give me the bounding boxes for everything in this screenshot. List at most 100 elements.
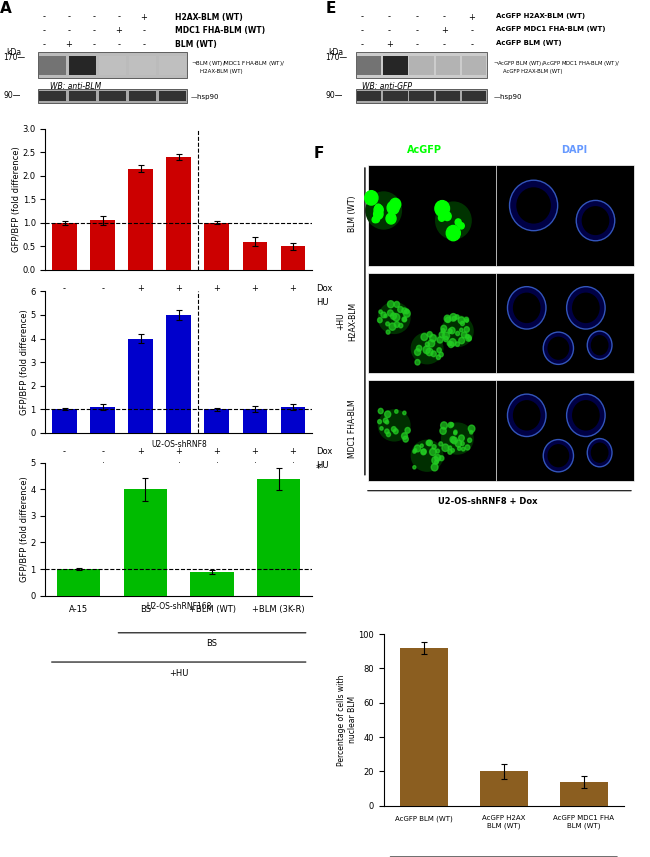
Text: +: + xyxy=(289,298,296,308)
Ellipse shape xyxy=(441,423,474,455)
Circle shape xyxy=(469,425,475,432)
Text: $\neg$AcGFP BLM (WT)/AcGFP MDC1 FHA-BLM (WT)/: $\neg$AcGFP BLM (WT)/AcGFP MDC1 FHA-BLM … xyxy=(493,59,620,69)
Bar xyxy=(99,92,126,101)
Circle shape xyxy=(448,342,454,348)
Text: -: - xyxy=(63,447,66,456)
Text: +: + xyxy=(386,40,393,49)
Text: -: - xyxy=(142,40,146,49)
Bar xyxy=(242,410,267,433)
Circle shape xyxy=(448,329,452,333)
Text: +: + xyxy=(176,284,182,293)
Text: +: + xyxy=(252,298,258,308)
Circle shape xyxy=(454,430,457,434)
Text: WB: anti-GFP: WB: anti-GFP xyxy=(362,82,412,92)
Ellipse shape xyxy=(543,440,573,472)
Text: 90—: 90— xyxy=(326,91,343,99)
Text: -: - xyxy=(92,40,96,49)
Bar xyxy=(462,56,486,75)
Text: +: + xyxy=(137,447,144,456)
Text: +HU: +HU xyxy=(169,668,188,678)
Ellipse shape xyxy=(547,337,569,360)
Text: -: - xyxy=(415,13,419,21)
Bar xyxy=(166,157,191,270)
Text: AcGFP H2AX-BLM (WT): AcGFP H2AX-BLM (WT) xyxy=(497,13,586,19)
Text: –: – xyxy=(214,313,219,321)
Text: +: + xyxy=(99,461,106,470)
Circle shape xyxy=(387,301,394,308)
Circle shape xyxy=(414,445,421,452)
Text: BLM (WT): BLM (WT) xyxy=(175,40,216,49)
Bar xyxy=(129,92,156,101)
Ellipse shape xyxy=(591,335,608,356)
Bar xyxy=(69,56,96,75)
Circle shape xyxy=(417,345,422,351)
Circle shape xyxy=(387,201,399,214)
Circle shape xyxy=(435,460,438,464)
Circle shape xyxy=(404,310,410,317)
Circle shape xyxy=(421,449,426,454)
Bar xyxy=(90,220,115,270)
Circle shape xyxy=(439,442,443,446)
Text: MDC1 FHA-
BLM (WT): MDC1 FHA- BLM (WT) xyxy=(286,472,300,512)
Text: +: + xyxy=(289,461,296,470)
Circle shape xyxy=(395,410,398,413)
Bar xyxy=(124,489,167,596)
Circle shape xyxy=(375,204,382,211)
Text: H2AX-
BLM (WT): H2AX- BLM (WT) xyxy=(248,472,262,506)
Bar xyxy=(39,92,66,101)
Text: -: - xyxy=(388,27,391,35)
Circle shape xyxy=(467,438,472,442)
Text: +: + xyxy=(252,284,258,293)
Circle shape xyxy=(386,213,396,224)
Circle shape xyxy=(402,308,407,314)
Circle shape xyxy=(403,318,406,321)
Circle shape xyxy=(454,431,457,434)
Text: -: - xyxy=(68,13,70,21)
Circle shape xyxy=(449,339,456,346)
Circle shape xyxy=(428,339,435,347)
Bar xyxy=(281,407,306,433)
Circle shape xyxy=(430,448,436,456)
Text: -: - xyxy=(117,13,120,21)
Ellipse shape xyxy=(435,201,472,240)
Text: -: - xyxy=(443,13,446,21)
Text: H2AX-BLM (WT): H2AX-BLM (WT) xyxy=(200,69,242,75)
Bar xyxy=(357,56,382,75)
Text: H2AX-
BLM (WT): H2AX- BLM (WT) xyxy=(248,309,262,343)
Text: +: + xyxy=(99,298,106,308)
Text: BLM (WT): BLM (WT) xyxy=(214,472,220,506)
Text: 90—: 90— xyxy=(3,91,21,99)
Ellipse shape xyxy=(543,333,573,364)
Text: -: - xyxy=(361,27,363,35)
Circle shape xyxy=(435,201,450,217)
Text: kDa: kDa xyxy=(328,48,344,57)
Circle shape xyxy=(455,219,461,225)
Circle shape xyxy=(437,348,441,352)
Circle shape xyxy=(430,334,436,342)
Text: +: + xyxy=(252,461,258,470)
Circle shape xyxy=(439,214,445,221)
Text: —hsp90: —hsp90 xyxy=(493,94,522,100)
Text: —hsp90: —hsp90 xyxy=(190,94,219,100)
Circle shape xyxy=(391,313,396,320)
Text: +: + xyxy=(441,27,448,35)
Ellipse shape xyxy=(567,394,605,436)
Bar xyxy=(166,315,191,433)
Text: Trans-
expression: Trans- expression xyxy=(234,548,276,568)
Bar xyxy=(90,407,115,433)
Text: -: - xyxy=(42,13,46,21)
Circle shape xyxy=(436,449,439,453)
Text: Dox: Dox xyxy=(316,447,332,456)
Circle shape xyxy=(426,440,431,446)
Ellipse shape xyxy=(591,442,608,463)
Circle shape xyxy=(386,432,391,437)
Bar xyxy=(99,56,126,75)
Circle shape xyxy=(451,437,458,444)
Y-axis label: GFP/BFP (fold difference): GFP/BFP (fold difference) xyxy=(12,147,21,252)
Bar xyxy=(497,273,634,374)
Circle shape xyxy=(413,450,416,453)
Ellipse shape xyxy=(441,315,474,347)
Circle shape xyxy=(415,359,420,365)
Text: F: F xyxy=(314,146,324,160)
Circle shape xyxy=(390,198,401,210)
